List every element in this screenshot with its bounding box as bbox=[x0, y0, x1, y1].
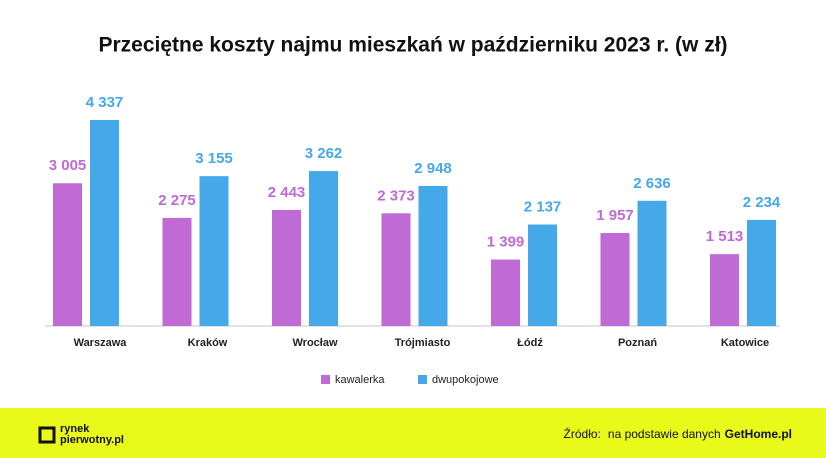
chart-title: Przeciętne koszty najmu mieszkań w paźdz… bbox=[98, 34, 727, 57]
footer-band bbox=[0, 408, 826, 458]
bar bbox=[272, 209, 301, 326]
source-prefix: Źródło: bbox=[564, 426, 601, 441]
value-label: 2 443 bbox=[268, 184, 306, 201]
bar bbox=[309, 171, 338, 326]
bar bbox=[528, 224, 557, 326]
x-tick-label: Katowice bbox=[721, 337, 769, 349]
logo: rynek pierwotny.pl bbox=[38, 423, 124, 446]
value-label: 1 957 bbox=[596, 207, 634, 224]
value-label: 1 513 bbox=[706, 228, 744, 245]
bar bbox=[418, 185, 448, 326]
bar bbox=[199, 176, 229, 326]
value-label: 4 337 bbox=[86, 94, 124, 111]
x-tick-label: Warszawa bbox=[74, 337, 128, 349]
x-tick-label: Kraków bbox=[188, 337, 228, 349]
value-label: 3 262 bbox=[305, 145, 343, 162]
x-tick-label: Łódź bbox=[517, 337, 543, 349]
legend-label: kawalerka bbox=[335, 374, 385, 386]
value-label: 2 948 bbox=[414, 160, 452, 177]
logo-top: rynek bbox=[60, 423, 90, 435]
source-text: na podstawie danych bbox=[608, 427, 721, 441]
value-label: 2 373 bbox=[377, 187, 415, 204]
bar bbox=[491, 259, 520, 326]
x-tick-label: Trójmiasto bbox=[395, 337, 451, 349]
value-label: 2 636 bbox=[633, 175, 671, 192]
value-label: 2 137 bbox=[524, 198, 562, 215]
legend-swatch bbox=[321, 375, 330, 384]
legend-swatch bbox=[418, 375, 427, 384]
value-label: 2 275 bbox=[158, 192, 196, 209]
bar bbox=[381, 213, 411, 326]
bar bbox=[747, 219, 776, 326]
bar bbox=[90, 120, 119, 326]
x-tick-label: Wrocław bbox=[292, 337, 337, 349]
bar bbox=[53, 183, 82, 326]
source-link: GetHome.pl bbox=[725, 427, 792, 441]
x-tick-label: Poznań bbox=[618, 337, 657, 349]
legend-label: dwupokojowe bbox=[432, 374, 499, 386]
bar bbox=[710, 254, 739, 326]
bar bbox=[600, 233, 630, 326]
value-label: 3 005 bbox=[49, 157, 87, 174]
bar bbox=[637, 200, 667, 326]
source: Źródło: na podstawie danych GetHome.pl bbox=[564, 426, 792, 441]
bar bbox=[162, 217, 192, 326]
logo-icon bbox=[38, 426, 56, 444]
value-label: 2 234 bbox=[743, 194, 781, 211]
value-label: 1 399 bbox=[487, 234, 525, 251]
logo-bottom: pierwotny.pl bbox=[60, 434, 124, 446]
value-label: 3 155 bbox=[195, 150, 233, 167]
